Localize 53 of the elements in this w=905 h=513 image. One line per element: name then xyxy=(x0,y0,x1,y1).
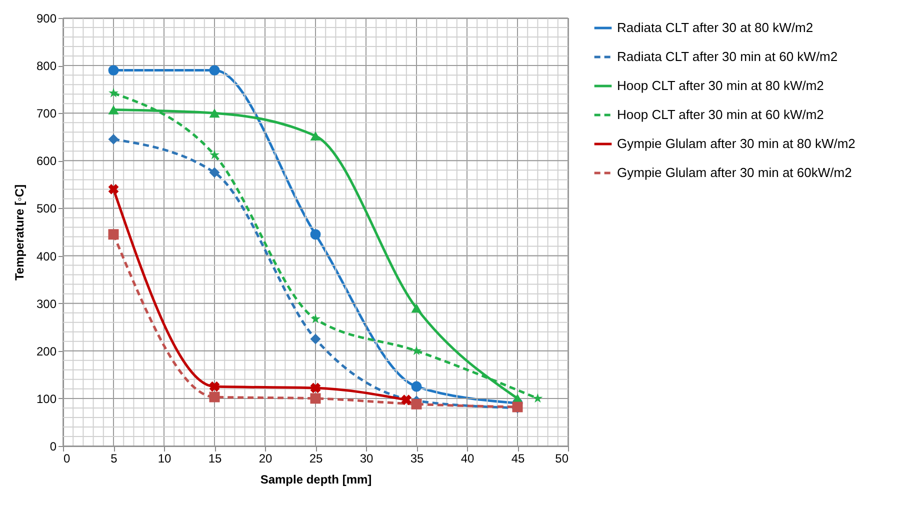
point xyxy=(209,167,220,178)
point xyxy=(310,382,321,394)
x-tick-label: 50 xyxy=(555,452,569,466)
y-tick-label: 700 xyxy=(36,106,57,121)
point xyxy=(310,229,321,240)
point xyxy=(310,314,320,324)
y-tick-label: 800 xyxy=(36,59,57,74)
point xyxy=(108,229,119,240)
legend-label: Hoop CLT after 30 min at 60 kW/m2 xyxy=(617,107,824,122)
point xyxy=(108,134,119,145)
point xyxy=(108,65,119,76)
point xyxy=(210,150,220,160)
legend-label: Radiata CLT after 30 min at 60 kW/m2 xyxy=(617,49,838,64)
point xyxy=(209,65,220,76)
x-tick-label: 10 xyxy=(158,452,172,466)
legend-label: Gympie Glulam after 30 min at 80 kW/m2 xyxy=(617,136,856,151)
point xyxy=(310,393,321,404)
legend-label: Gympie Glulam after 30 min at 60kW/m2 xyxy=(617,165,852,180)
y-tick-label: 300 xyxy=(36,296,57,311)
x-tick-label: 20 xyxy=(258,452,272,466)
point xyxy=(310,131,321,140)
x-tick-label: 40 xyxy=(460,452,474,466)
point xyxy=(411,304,422,313)
point xyxy=(209,108,220,118)
legend-label: Radiata CLT after 30 at 80 kW/m2 xyxy=(617,20,814,35)
x-tick-label: 30 xyxy=(360,452,374,466)
y-axis-title: Temperature [◦C] xyxy=(12,184,26,281)
point xyxy=(411,381,422,392)
legend-label: Hoop CLT after 30 min at 80 kW/m2 xyxy=(617,78,824,93)
x-axis-title: Sample depth [mm] xyxy=(260,472,372,486)
point xyxy=(209,381,220,392)
y-tick-label: 200 xyxy=(36,344,57,358)
point xyxy=(209,392,220,402)
x-tick-label: 25 xyxy=(309,452,323,466)
y-tick-label: 400 xyxy=(36,249,57,264)
point xyxy=(412,346,422,356)
y-tick-label: 900 xyxy=(36,12,57,26)
x-tick-label: 15 xyxy=(208,452,222,466)
point xyxy=(108,88,118,98)
point xyxy=(310,334,321,344)
point xyxy=(401,394,412,406)
x-tick-label: 35 xyxy=(410,452,424,466)
y-tick-label: 100 xyxy=(36,392,57,406)
point xyxy=(532,393,543,403)
point xyxy=(411,398,422,410)
x-tick-label: 45 xyxy=(511,452,525,466)
y-tick-label: 500 xyxy=(36,202,57,216)
x-tick-label: 0 xyxy=(64,452,70,466)
point xyxy=(108,105,119,114)
point xyxy=(108,184,119,194)
y-tick-label: 0 xyxy=(50,440,57,454)
x-tick-label: 5 xyxy=(110,452,118,466)
y-tick-label: 600 xyxy=(36,154,57,168)
